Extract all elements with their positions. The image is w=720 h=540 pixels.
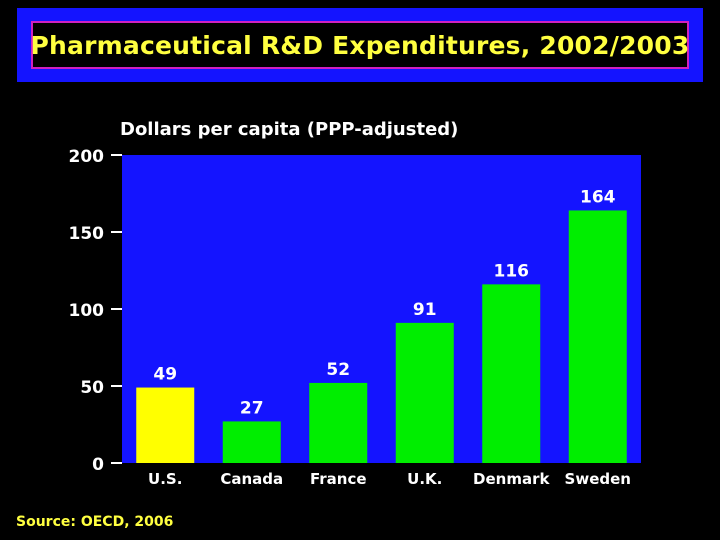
bar-u-s xyxy=(136,387,195,463)
title-banner: Pharmaceutical R&D Expenditures, 2002/20… xyxy=(17,8,703,82)
data-label: 164 xyxy=(580,187,616,207)
data-label: 116 xyxy=(494,261,530,281)
data-labels-group: 49 27 52 91 116 164 xyxy=(153,187,615,418)
y-tick-label: 200 xyxy=(69,147,105,167)
title-frame: Pharmaceutical R&D Expenditures, 2002/20… xyxy=(31,21,689,69)
y-axis-label: Dollars per capita (PPP-adjusted) xyxy=(120,119,459,140)
data-label: 49 xyxy=(153,365,177,385)
x-tick-label: France xyxy=(310,470,367,488)
y-tick-label: 0 xyxy=(92,455,104,475)
chart-title: Pharmaceutical R&D Expenditures, 2002/20… xyxy=(30,30,690,60)
source-note: Source: OECD, 2006 xyxy=(16,514,174,530)
x-tick-labels-group: U.S. Canada France U.K. Denmark Sweden xyxy=(148,470,631,488)
bars-group xyxy=(136,210,627,463)
x-tick-label: Canada xyxy=(220,470,283,488)
y-axis: 0 50 100 150 200 xyxy=(69,147,122,475)
x-tick-label: U.K. xyxy=(407,470,442,488)
bar-canada xyxy=(222,421,281,463)
bar-sweden xyxy=(568,210,627,463)
data-label: 27 xyxy=(240,398,264,418)
bar-denmark xyxy=(482,284,541,463)
x-tick-label: Denmark xyxy=(473,470,550,488)
y-tick-label: 50 xyxy=(80,378,104,398)
x-tick-label: Sweden xyxy=(565,470,631,488)
y-tick-label: 100 xyxy=(69,301,105,321)
bar-france xyxy=(309,382,368,463)
bar-u-k xyxy=(395,322,454,463)
data-label: 91 xyxy=(413,300,437,320)
y-tick-label: 150 xyxy=(69,224,105,244)
x-tick-label: U.S. xyxy=(148,470,182,488)
data-label: 52 xyxy=(326,360,350,380)
plot-area xyxy=(122,155,641,463)
